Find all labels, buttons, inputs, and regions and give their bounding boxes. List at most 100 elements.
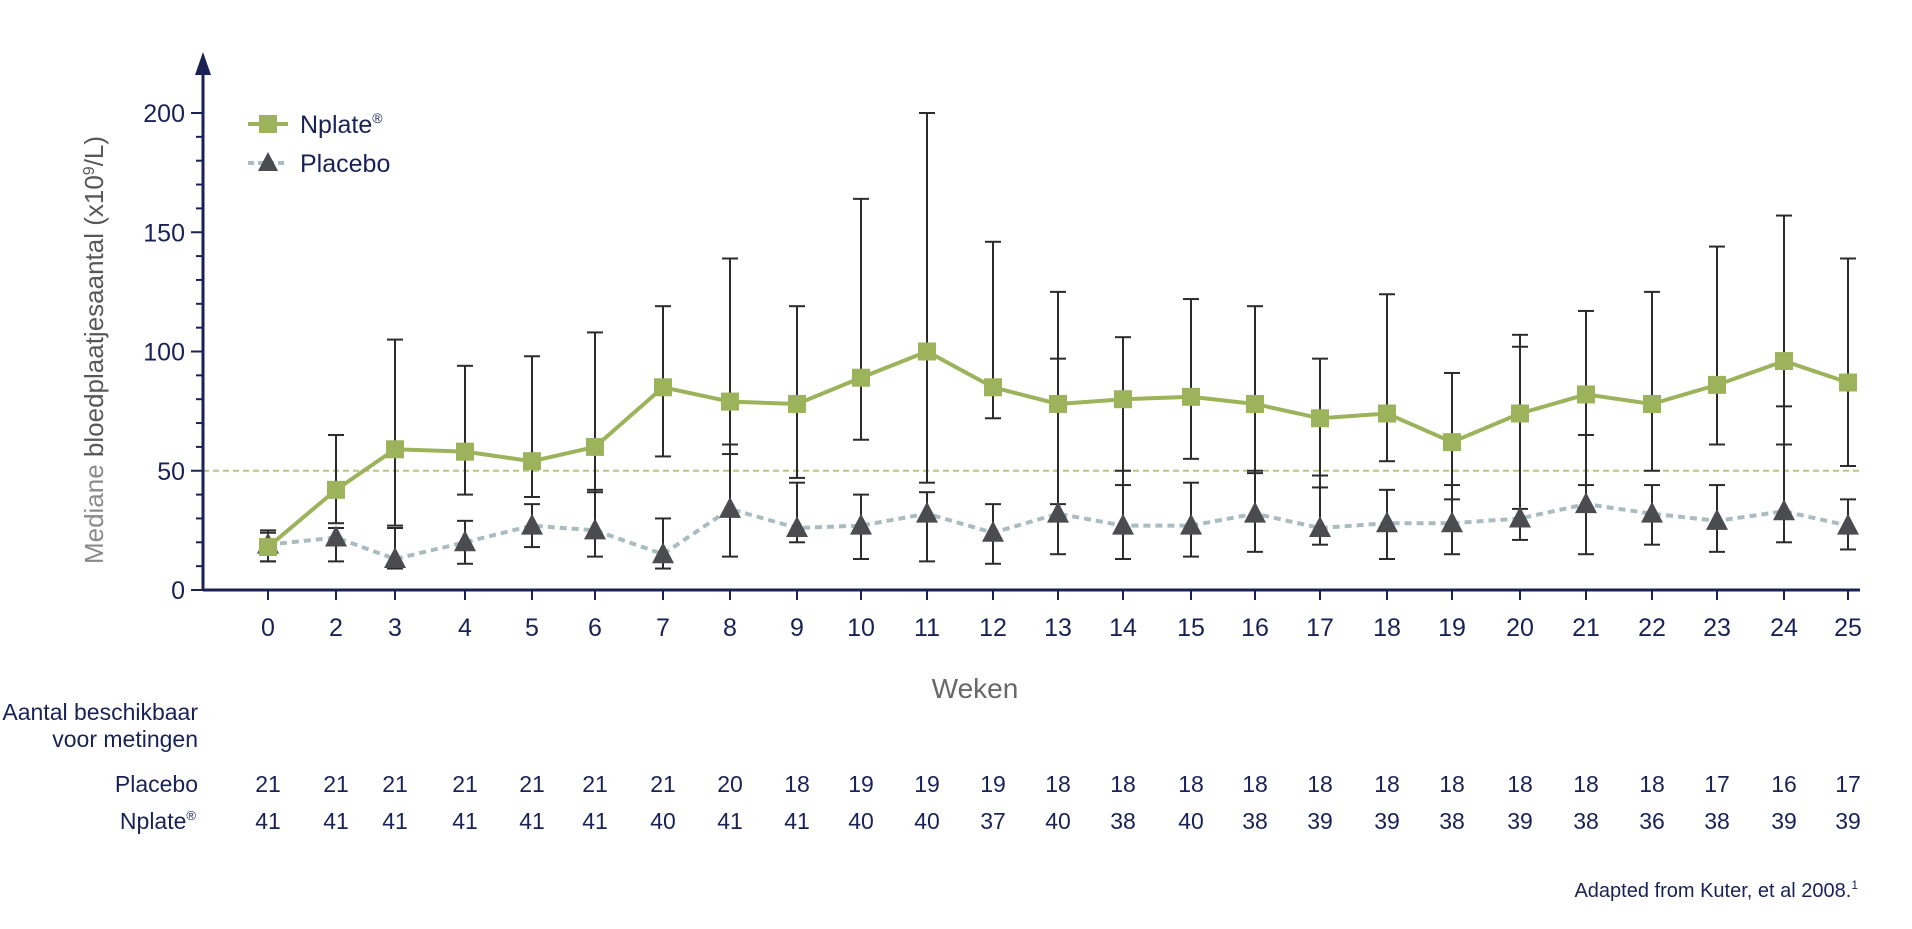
placebo-point: [1180, 513, 1202, 535]
source-note-sup: 1: [1851, 878, 1858, 892]
counts-cell: 40: [914, 808, 940, 834]
nplate-point: [1708, 375, 1726, 394]
legend-nplate-marker: [259, 115, 277, 133]
counts-cell: 18: [1307, 771, 1333, 797]
nplate-error-bar: [1247, 305, 1263, 475]
x-tick-label: 12: [979, 614, 1007, 642]
x-axis-label: Weken: [932, 673, 1019, 704]
counts-cell: 21: [323, 771, 349, 797]
nplate-error-bar: [1840, 257, 1856, 467]
counts-cell: 39: [1835, 808, 1861, 834]
counts-cell: 18: [1178, 771, 1204, 797]
nplate-point: [259, 538, 277, 557]
placebo-point: [916, 501, 938, 523]
counts-cell: 21: [650, 771, 676, 797]
series-layer: [257, 112, 1859, 570]
counts-cell: 16: [1771, 771, 1797, 797]
y-axis-label-sup: 9: [81, 166, 98, 175]
placebo-point: [584, 518, 606, 540]
placebo-point: [652, 542, 674, 564]
x-tick-label: 9: [790, 614, 804, 642]
x-tick-label: 25: [1834, 614, 1862, 642]
x-tick-label: 22: [1638, 614, 1666, 642]
counts-cell: 21: [382, 771, 408, 797]
x-tick-label: 11: [914, 614, 940, 642]
counts-cell: 17: [1704, 771, 1730, 797]
y-axis-label: Mediane bloedplaatjesaantal (x109/L): [79, 136, 109, 564]
nplate-point: [1049, 394, 1067, 413]
counts-cell: 41: [784, 808, 810, 834]
counts-cell: 39: [1507, 808, 1533, 834]
nplate-error-bar: [789, 305, 805, 479]
placebo-point: [1575, 492, 1597, 514]
counts-row-label-name: Placebo: [115, 771, 198, 797]
counts-cell: 36: [1639, 808, 1665, 834]
placebo-point: [1441, 511, 1463, 533]
nplate-point: [523, 452, 541, 471]
nplate-error-bar: [1379, 293, 1395, 463]
x-tick-label: 23: [1703, 614, 1731, 642]
x-tick-label: 17: [1306, 614, 1334, 642]
counts-row-label-sup: ®: [186, 808, 196, 823]
nplate-error-bar: [1776, 214, 1792, 446]
counts-cell: 38: [1573, 808, 1599, 834]
placebo-point: [384, 546, 406, 568]
nplate-error-bar: [587, 331, 603, 494]
x-tick-label: 24: [1770, 614, 1798, 642]
nplate-point: [1311, 409, 1329, 428]
nplate-point: [1775, 352, 1793, 371]
nplate-point: [654, 378, 672, 397]
nplate-error-bar: [853, 197, 869, 441]
x-tick-label: 20: [1506, 614, 1534, 642]
x-tick-label: 15: [1177, 614, 1205, 642]
counts-cell: 21: [452, 771, 478, 797]
nplate-error-bar: [919, 112, 935, 484]
placebo-point: [1837, 513, 1859, 535]
counts-cell: 18: [1573, 771, 1599, 797]
counts-cell: 41: [452, 808, 478, 834]
counts-cell: 19: [980, 771, 1006, 797]
placebo-point: [850, 513, 872, 535]
counts-cell: 39: [1307, 808, 1333, 834]
counts-cell: 39: [1771, 808, 1797, 834]
x-tick-label: 2: [329, 614, 343, 642]
placebo-point: [521, 513, 543, 535]
placebo-point: [454, 530, 476, 552]
nplate-error-bar: [1644, 290, 1660, 472]
x-tick-label: 16: [1241, 614, 1269, 642]
legend-nplate-name: Nplate: [300, 111, 372, 139]
counts-cell: 41: [717, 808, 743, 834]
nplate-point: [327, 480, 345, 499]
placebo-point: [1376, 511, 1398, 533]
y-axis-label-prefix: Mediane: [79, 457, 109, 564]
nplate-error-bar: [328, 433, 344, 525]
placebo-point: [1509, 506, 1531, 528]
counts-row-label-name: Nplate: [120, 808, 186, 834]
counts-cell: 18: [1242, 771, 1268, 797]
counts-cell: 18: [1374, 771, 1400, 797]
counts-row-label: Nplate®: [120, 808, 196, 834]
counts-cell: 41: [255, 808, 281, 834]
nplate-point: [586, 437, 604, 456]
nplate-point: [918, 342, 936, 361]
counts-row-label: Placebo: [115, 771, 198, 797]
counts-cell: 40: [1045, 808, 1071, 834]
x-tick-label: 18: [1373, 614, 1401, 642]
y-axis-label-main: bloedplaatjesaantal (x10: [79, 175, 109, 457]
nplate-point: [721, 392, 739, 411]
counts-cell: 21: [519, 771, 545, 797]
nplate-error-bar: [524, 355, 540, 498]
nplate-point: [1839, 373, 1857, 392]
counts-cell: 38: [1439, 808, 1465, 834]
nplate-error-bar: [1183, 298, 1199, 460]
counts-cell: 21: [255, 771, 281, 797]
counts-cell: 40: [1178, 808, 1204, 834]
nplate-point: [1643, 394, 1661, 413]
counts-cell: 41: [323, 808, 349, 834]
counts-cell: 38: [1242, 808, 1268, 834]
counts-cell: 19: [914, 771, 940, 797]
counts-cell: 18: [1045, 771, 1071, 797]
x-tick-label: 5: [525, 614, 539, 642]
